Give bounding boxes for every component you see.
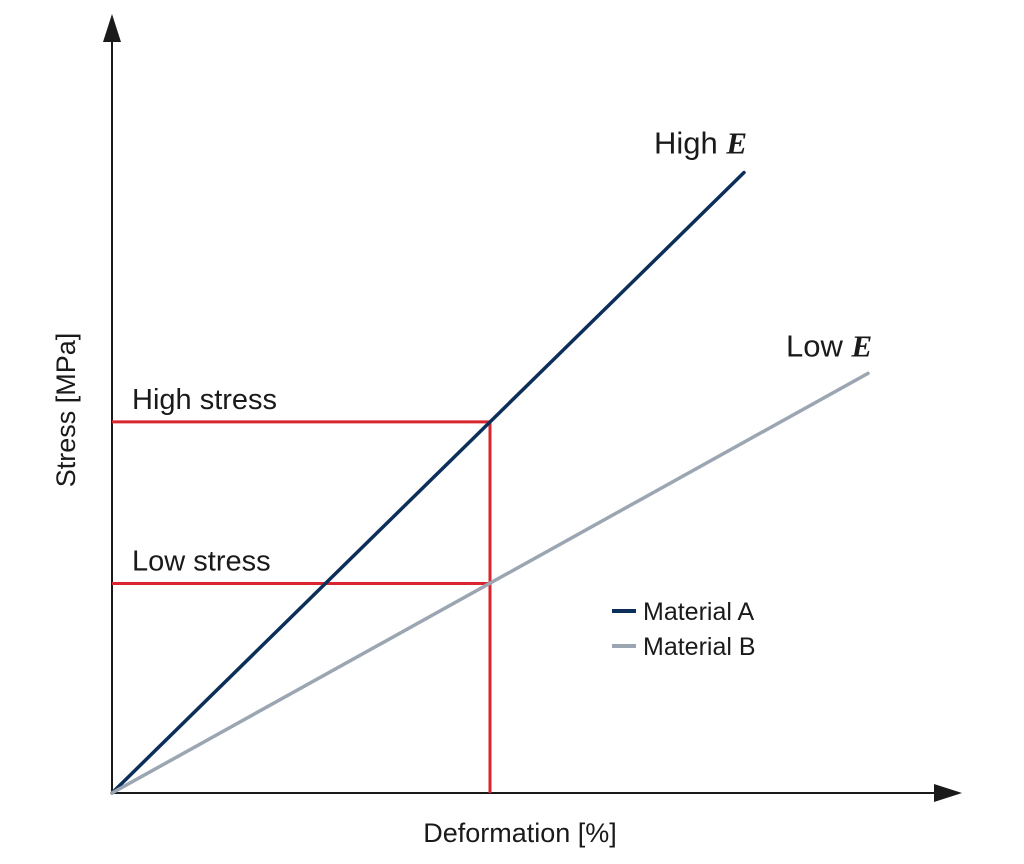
- reference-lines: [112, 420, 492, 793]
- series-group: [110, 170, 870, 795]
- x-axis-arrow: [934, 784, 962, 802]
- legend-label-material-b: Material B: [643, 633, 756, 661]
- legend: Material A Material B: [612, 598, 756, 661]
- low-e-annotation: Low E: [786, 328, 872, 363]
- series-line-material-b: [110, 371, 870, 795]
- high-stress-label: High stress: [132, 384, 277, 416]
- legend-label-material-a: Material A: [643, 598, 754, 626]
- y-axis-arrow: [103, 14, 121, 42]
- low-stress-label: Low stress: [132, 546, 271, 578]
- x-axis-title: Deformation [%]: [423, 818, 617, 848]
- y-axis-title: Stress [MPa]: [51, 333, 81, 488]
- high-e-annotation: High E: [654, 126, 747, 161]
- series-line-material-a: [110, 170, 746, 795]
